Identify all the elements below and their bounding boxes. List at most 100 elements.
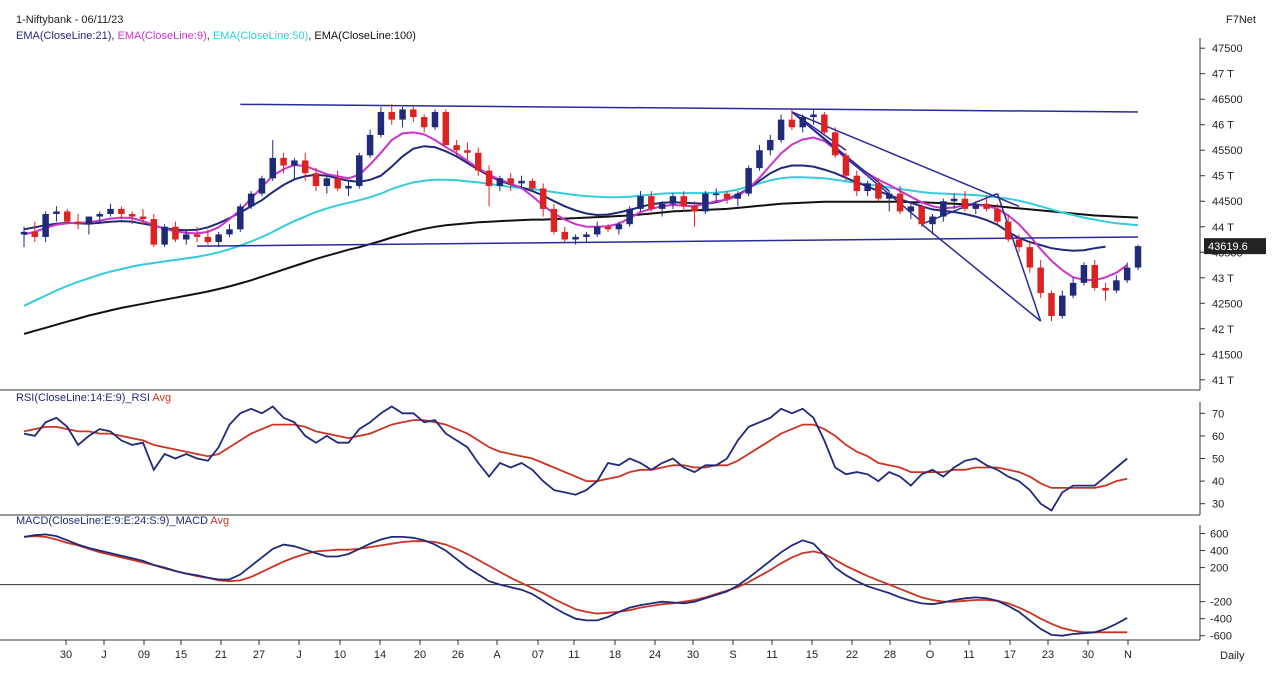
- candle: [31, 221, 39, 243]
- candle: [269, 140, 277, 181]
- candle: [475, 147, 482, 176]
- ema100-line: [23, 200, 1139, 335]
- rsi-y-tick-label: 70: [1212, 408, 1224, 420]
- macd-line: [23, 533, 1128, 637]
- candle: [366, 129, 374, 158]
- candle-body: [410, 109, 417, 118]
- candle-body: [420, 117, 428, 128]
- x-tick-label: 23: [1042, 649, 1054, 661]
- price-y-tick-label: 47500: [1212, 43, 1243, 55]
- price-y-tick-label: 41500: [1212, 349, 1243, 361]
- candle-body: [507, 178, 514, 184]
- candle-body: [875, 183, 882, 199]
- candle: [215, 231, 222, 248]
- candle: [680, 191, 687, 212]
- candle-body: [150, 219, 158, 245]
- candle-body: [193, 234, 201, 237]
- x-tick-label: 18: [609, 649, 621, 661]
- candle: [1102, 282, 1109, 301]
- candle-body: [1037, 267, 1044, 294]
- trendline: [240, 103, 1139, 113]
- candle-body: [1123, 267, 1131, 281]
- candle-body: [64, 211, 71, 222]
- candle-body: [669, 196, 677, 204]
- candle-body: [1059, 295, 1066, 317]
- rsi-panel: 70 60 50 40 30: [0, 402, 1224, 516]
- candle-body: [756, 150, 763, 169]
- candle: [182, 229, 190, 245]
- price-y-tick-label: 43 T: [1212, 273, 1234, 285]
- candle-body: [583, 234, 590, 237]
- candle-body: [96, 214, 103, 217]
- candle-body: [258, 178, 266, 194]
- candle-body: [31, 231, 39, 237]
- candle-body: [799, 117, 806, 128]
- candle-body: [561, 231, 569, 240]
- candle-body: [20, 231, 28, 235]
- candle-body: [1091, 265, 1098, 288]
- candle-body: [572, 236, 579, 240]
- candle-body: [842, 155, 850, 176]
- candle-body: [356, 155, 363, 186]
- candle: [53, 206, 60, 222]
- candle-body: [626, 208, 633, 225]
- candle: [85, 216, 93, 235]
- legend-macd-avg: Avg: [210, 515, 230, 527]
- candle-body: [1026, 247, 1034, 268]
- candle: [377, 106, 385, 138]
- candle: [496, 175, 504, 192]
- candle: [1015, 234, 1023, 253]
- candle-body: [301, 160, 309, 174]
- candle: [96, 211, 103, 225]
- candle-body: [702, 193, 709, 212]
- candle: [1134, 244, 1142, 271]
- candle-body: [1113, 280, 1120, 291]
- rsi-y-tick-label: 30: [1212, 499, 1224, 511]
- rsi-y-tick-label: 50: [1212, 454, 1224, 466]
- candle-body: [1048, 293, 1055, 317]
- candle: [356, 152, 363, 189]
- candle-body: [107, 208, 114, 214]
- candle-body: [518, 180, 525, 184]
- x-tick-label: 26: [452, 649, 464, 661]
- candle-body: [118, 208, 125, 214]
- candle: [258, 175, 266, 197]
- x-tick-label: 27: [253, 649, 265, 661]
- candle-body: [85, 216, 93, 225]
- rsi-legend: RSI(CloseLine:14:E:9)_RSI Avg: [16, 392, 171, 404]
- candle-body: [312, 173, 320, 186]
- candle: [420, 114, 428, 133]
- candle: [388, 104, 395, 125]
- candle-body: [453, 145, 460, 151]
- candle-body: [496, 178, 504, 186]
- legend-ema9: EMA(CloseLine:9): [117, 30, 207, 42]
- candle-body: [950, 198, 958, 202]
- price-y-tick-label: 41 T: [1212, 375, 1234, 387]
- macd-y-tick-label: -600: [1210, 631, 1232, 643]
- rsi-line: [23, 405, 1128, 512]
- candle-body: [712, 193, 720, 196]
- timeframe-label: Daily: [1220, 650, 1245, 662]
- x-tick-label: 11: [963, 649, 974, 661]
- candle: [929, 214, 936, 235]
- x-tick-label: 11: [766, 649, 777, 661]
- candle: [615, 221, 623, 235]
- price-y-tick-label: 47 T: [1212, 69, 1234, 81]
- macd-panel: 600 400 200 -200 -400 -600: [0, 525, 1232, 643]
- x-tick-label: 20: [414, 649, 426, 661]
- candle-body: [269, 157, 277, 179]
- candle: [940, 198, 947, 222]
- candle: [1026, 242, 1034, 273]
- candle: [399, 106, 406, 128]
- candle: [464, 142, 471, 161]
- candle: [626, 206, 633, 227]
- candle-body: [940, 201, 947, 217]
- candle-body: [767, 140, 774, 151]
- candle-body: [485, 170, 493, 186]
- candle: [745, 165, 752, 197]
- macd-legend: MACD(CloseLine:E:9:E:24:S:9)_MACD Avg: [16, 515, 229, 527]
- x-tick-label: J: [101, 649, 107, 661]
- price-y-tick-label: 44 T: [1212, 222, 1234, 234]
- candle: [128, 211, 136, 225]
